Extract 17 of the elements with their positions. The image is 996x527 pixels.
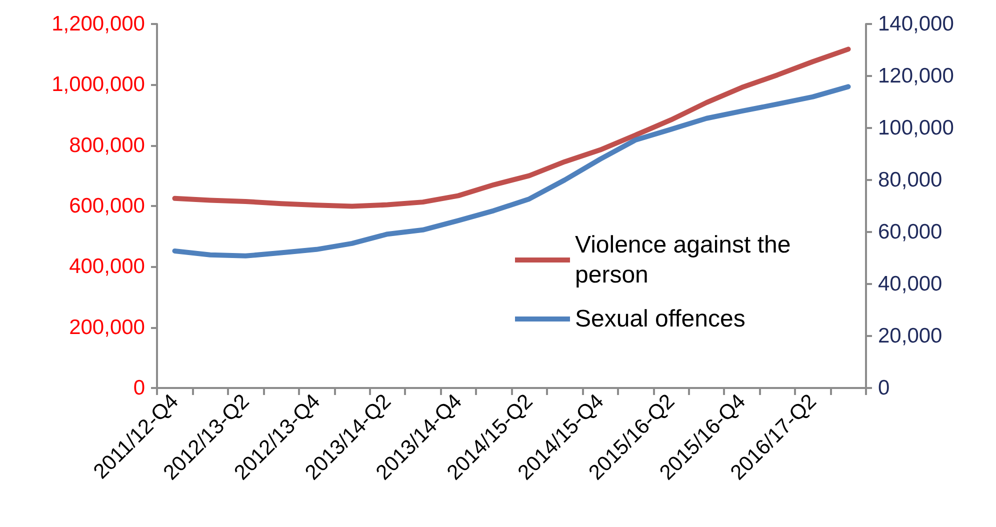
y-tick-label: 400,000: [69, 255, 145, 278]
y2-tick-label: 0: [878, 376, 890, 400]
y-tick-label: 1,200,000: [52, 12, 145, 36]
y-tick-label: 1,000,000: [52, 73, 145, 96]
y2-tick-label: 140,000: [878, 12, 954, 36]
y-tick-label: 200,000: [69, 316, 145, 339]
y2-tick-label: 40,000: [878, 272, 942, 296]
y2-tick-label: 80,000: [878, 168, 942, 192]
y2-tick-label: 120,000: [878, 64, 954, 88]
y-tick-label: 800,000: [69, 134, 145, 157]
y2-tick-label: 60,000: [878, 220, 942, 244]
y2-tick-label: 20,000: [878, 324, 942, 348]
y2-tick-label: 100,000: [878, 116, 954, 140]
legend-label: Violence against the person: [575, 232, 798, 288]
y-tick-label: 0: [133, 376, 145, 400]
legend-label: Sexual offences: [575, 306, 746, 332]
y-tick-label: 600,000: [69, 194, 145, 218]
